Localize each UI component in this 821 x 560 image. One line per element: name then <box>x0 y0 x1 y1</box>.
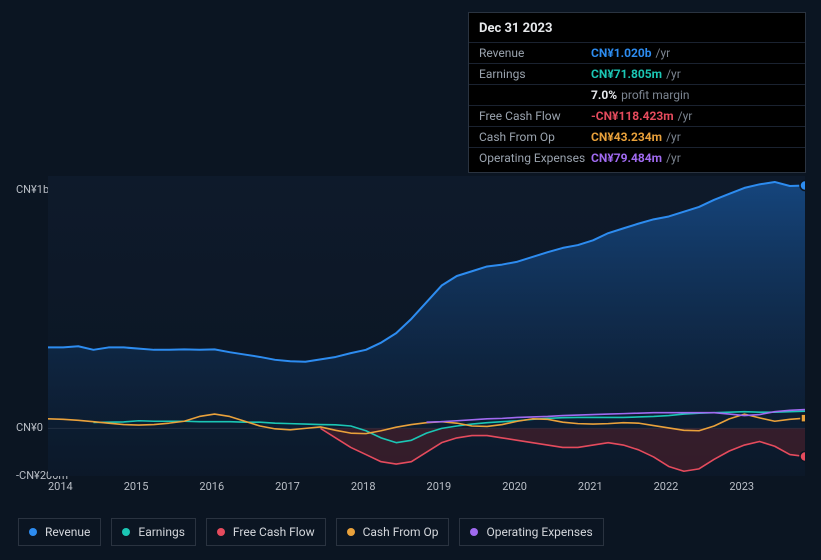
legend-dot-icon <box>347 528 355 536</box>
tooltip-row-unit: /yr <box>678 109 693 123</box>
series-end-marker <box>800 451 805 461</box>
tooltip-row: Free Cash Flow-CN¥118.423m/yr <box>469 105 805 126</box>
legend-item-earnings[interactable]: Earnings <box>111 518 196 546</box>
tooltip-row: RevenueCN¥1.020b/yr <box>469 42 805 63</box>
x-axis-label: 2020 <box>502 480 578 504</box>
tooltip-row-value: CN¥1.020b <box>591 46 652 60</box>
tooltip-row-label: Earnings <box>479 67 591 81</box>
x-axis-label: 2015 <box>124 480 200 504</box>
legend-label: Operating Expenses <box>486 525 592 539</box>
legend-label: Free Cash Flow <box>233 525 315 539</box>
legend: Revenue Earnings Free Cash Flow Cash From O… <box>18 518 604 546</box>
y-axis-label: CN¥0 <box>16 421 43 434</box>
legend-label: Cash From Op <box>363 525 439 539</box>
legend-item-cash-from-op[interactable]: Cash From Op <box>336 518 450 546</box>
tooltip-row-unit: /yr <box>666 130 681 144</box>
tooltip-row-unit: /yr <box>656 46 671 60</box>
tooltip-row-value: 7.0% <box>591 88 617 102</box>
legend-dot-icon <box>122 528 130 536</box>
plot-svg[interactable] <box>48 176 805 476</box>
x-axis-label: 2023 <box>729 480 805 504</box>
tooltip-date: Dec 31 2023 <box>469 17 805 42</box>
x-axis: 2014201520162017201820192020202120222023 <box>48 480 805 504</box>
x-axis-label: 2021 <box>578 480 654 504</box>
x-axis-label: 2022 <box>654 480 730 504</box>
tooltip-row-label: Free Cash Flow <box>479 109 591 123</box>
legend-dot-icon <box>29 528 37 536</box>
tooltip-row: EarningsCN¥71.805m/yr <box>469 63 805 84</box>
x-axis-label: 2016 <box>199 480 275 504</box>
tooltip-row-value: -CN¥118.423m <box>591 109 674 123</box>
legend-item-free-cash-flow[interactable]: Free Cash Flow <box>206 518 326 546</box>
tooltip-row-value: CN¥71.805m <box>591 67 662 81</box>
tooltip-row: Cash From OpCN¥43.234m/yr <box>469 126 805 147</box>
chart-area: CN¥1bCN¥0-CN¥200m <box>16 160 805 480</box>
legend-dot-icon <box>217 528 225 536</box>
tooltip-row: 7.0% profit margin <box>469 84 805 105</box>
series-end-marker <box>801 414 805 422</box>
tooltip-row-unit: /yr <box>666 67 681 81</box>
x-axis-label: 2017 <box>275 480 351 504</box>
legend-dot-icon <box>470 528 478 536</box>
x-axis-label: 2019 <box>427 480 503 504</box>
x-axis-label: 2018 <box>351 480 427 504</box>
legend-item-revenue[interactable]: Revenue <box>18 518 101 546</box>
chart-container: Dec 31 2023 RevenueCN¥1.020b/yrEarningsC… <box>0 0 821 560</box>
legend-label: Earnings <box>138 525 185 539</box>
tooltip-row-label: Revenue <box>479 46 591 60</box>
x-axis-label: 2014 <box>48 480 124 504</box>
legend-item-operating-expenses[interactable]: Operating Expenses <box>459 518 603 546</box>
series-end-marker <box>800 181 805 191</box>
tooltip-row-value: CN¥43.234m <box>591 130 662 144</box>
y-axis-label: CN¥1b <box>16 183 49 196</box>
tooltip-row-sub: profit margin <box>621 88 689 102</box>
tooltip-row-label: Cash From Op <box>479 130 591 144</box>
tooltip-panel: Dec 31 2023 RevenueCN¥1.020b/yrEarningsC… <box>468 12 806 173</box>
legend-label: Revenue <box>45 525 90 539</box>
